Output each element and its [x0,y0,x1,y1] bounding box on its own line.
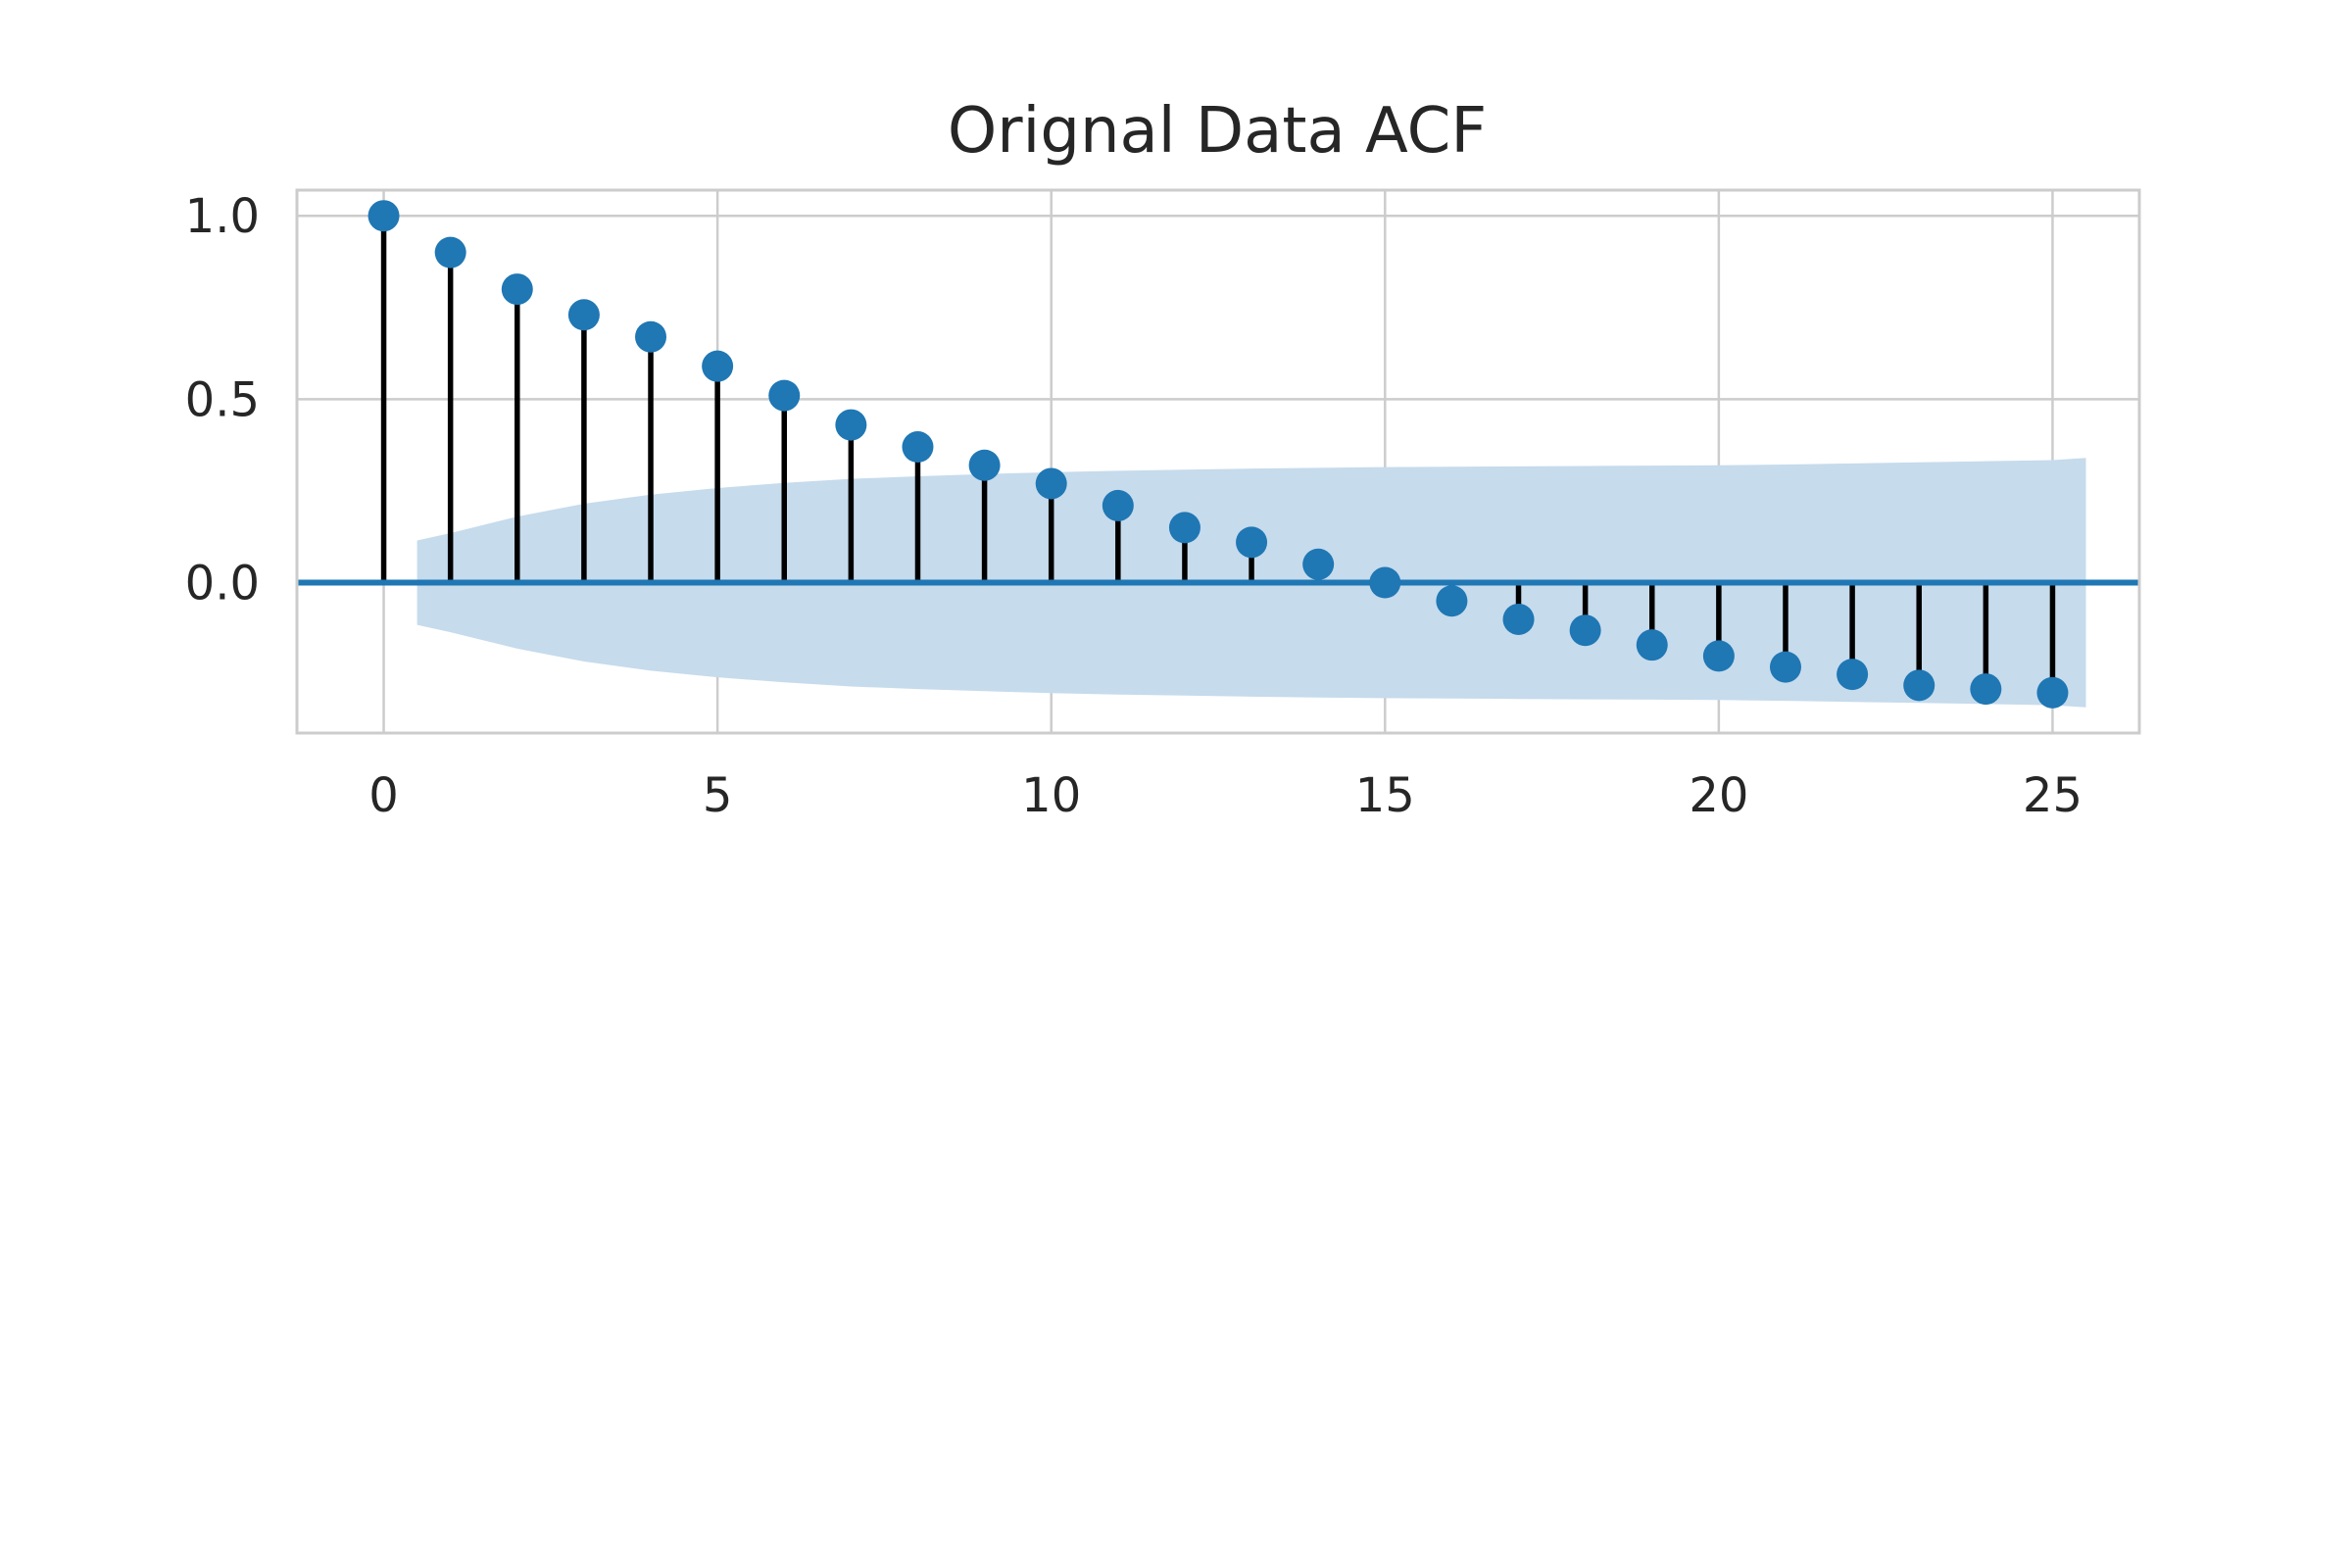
axes-frame [295,188,2141,735]
acf-point [968,449,1001,481]
acf-point [835,409,867,441]
acf-point [1236,526,1268,559]
acf-point [1302,548,1335,580]
acf-point [2036,676,2069,709]
acf-point [1702,640,1735,672]
acf-point [1636,629,1668,662]
acf-point [434,236,466,269]
acf-point [1436,585,1468,617]
acf-point [902,431,934,464]
acf-point [1569,614,1601,647]
x-tick-label: 0 [368,768,399,823]
x-tick-label: 10 [1021,768,1081,823]
acf-point [1168,512,1200,544]
acf-point [1970,673,2002,706]
x-tick-label: 20 [1689,768,1748,823]
acf-point [501,273,533,306]
acf-point [1369,566,1401,599]
acf-point [368,200,400,232]
acf-point [1769,651,1801,683]
y-tick-label: 1.0 [185,189,260,244]
markers [368,200,2069,709]
acf-point [768,379,801,412]
acf-point [1837,659,1869,691]
acf-point [1035,467,1067,500]
acf-point [702,350,734,382]
y-axis-ticks: 0.0 0.5 1.0 [185,189,260,611]
acf-point [1102,489,1134,521]
acf-point [1903,669,1936,702]
y-tick-label: 0.5 [185,372,260,427]
acf-point [567,299,600,331]
acf-point [1502,603,1535,635]
x-tick-label: 25 [2023,768,2082,823]
x-tick-label: 15 [1355,768,1415,823]
acf-point [635,320,667,353]
x-tick-label: 5 [703,768,733,823]
y-tick-label: 0.0 [185,557,260,612]
x-axis-ticks: 0 5 10 15 20 25 [368,768,2082,823]
chart-title: Orignal Data ACF [948,95,1487,168]
axes-border [295,188,2141,735]
